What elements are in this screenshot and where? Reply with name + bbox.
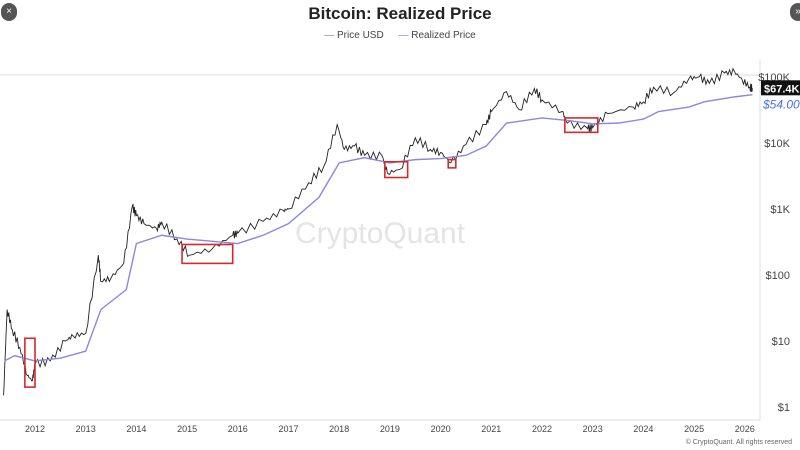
x-tick-label: 2020: [431, 424, 451, 434]
x-tick-label: 2018: [329, 424, 349, 434]
x-tick-label: 2016: [228, 424, 248, 434]
highlight-box: [24, 337, 36, 388]
y-tick-label: $10: [772, 336, 790, 348]
highlight-box: [384, 160, 409, 179]
x-tick-label: 2014: [126, 424, 146, 434]
x-tick-label: 2024: [633, 424, 653, 434]
price-last-badge: [761, 80, 800, 96]
x-tick-label: 2019: [380, 424, 400, 434]
x-tick-label: 2013: [76, 424, 96, 434]
y-tick-label: $100: [766, 270, 790, 282]
legend-price: — Price USD: [324, 30, 384, 41]
close-icon: ×: [6, 6, 12, 17]
x-tick-label: 2022: [532, 424, 552, 434]
watermark: CryptoQuant: [295, 217, 466, 250]
x-tick-label: 2015: [177, 424, 197, 434]
realized-last-label: $54.00: [762, 98, 800, 112]
x-tick-label: 2021: [481, 424, 501, 434]
x-tick-label: 2023: [583, 424, 603, 434]
y-tick-label: $1: [778, 402, 790, 414]
price-last-label: $67.4K: [764, 83, 800, 95]
price-usd-line: [3, 67, 753, 396]
next-button[interactable]: »: [790, 3, 800, 21]
legend-realized: — Realized Price: [398, 30, 476, 41]
legend: — Price USD — Realized Price: [0, 30, 800, 41]
footer: © CryptoQuant. All rights reserved: [685, 439, 792, 446]
x-tick-label: 2012: [25, 424, 45, 434]
x-tick-label: 2017: [278, 424, 298, 434]
y-tick-label: $10K: [764, 138, 790, 150]
chart-title: Bitcoin: Realized Price: [308, 4, 492, 23]
y-tick-label: $1K: [770, 204, 790, 216]
x-tick-label: 2025: [684, 424, 704, 434]
highlight-box: [181, 243, 234, 265]
highlight-box: [564, 117, 599, 134]
double-chevron-right-icon: »: [795, 6, 800, 17]
close-button[interactable]: ×: [1, 3, 17, 21]
x-tick-label: 2026: [735, 424, 755, 434]
realized-price-line: [4, 93, 753, 362]
highlight-box: [447, 158, 457, 169]
